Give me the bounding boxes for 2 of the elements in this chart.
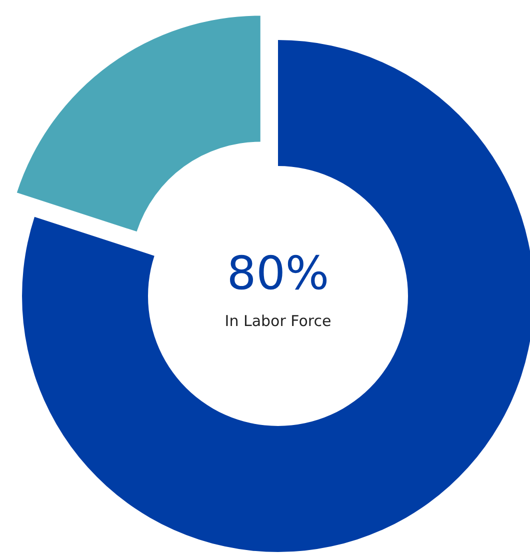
slice-label: In Labor Force xyxy=(224,312,332,330)
data-label: 80% xyxy=(226,246,330,300)
